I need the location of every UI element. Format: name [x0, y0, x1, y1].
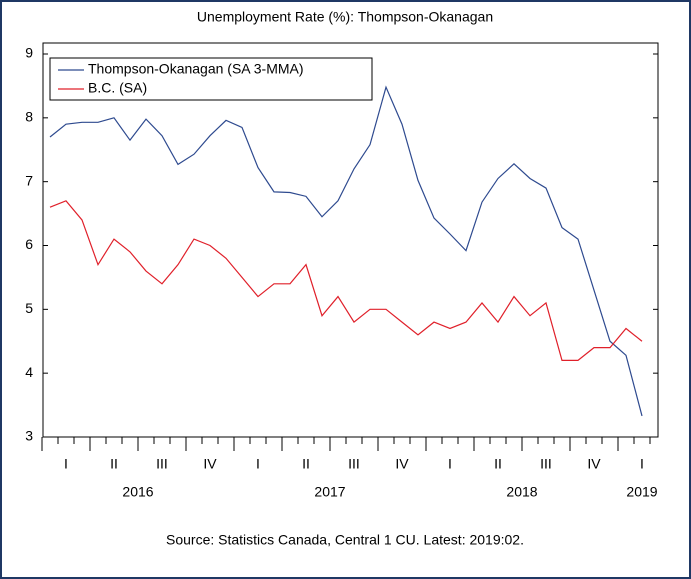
y-tick-label: 8 — [25, 109, 33, 125]
y-tick-label: 6 — [25, 236, 33, 252]
y-tick-label: 5 — [25, 300, 33, 316]
quarter-label: IV — [395, 456, 409, 472]
quarter-label: II — [494, 456, 502, 472]
chart-title: Unemployment Rate (%): Thompson-Okanagan — [197, 9, 493, 25]
legend-label: B.C. (SA) — [88, 80, 147, 96]
quarter-label: I — [256, 456, 260, 472]
y-tick-label: 3 — [25, 428, 33, 444]
series-line — [49, 85, 643, 417]
source-note: Source: Statistics Canada, Central 1 CU.… — [166, 532, 524, 548]
quarter-label: I — [448, 456, 452, 472]
year-label: 2018 — [506, 484, 537, 500]
quarter-label: III — [156, 456, 168, 472]
quarter-label: I — [64, 456, 68, 472]
legend-label: Thompson-Okanagan (SA 3-MMA) — [88, 61, 304, 77]
year-label: 2016 — [122, 484, 153, 500]
plot-frame — [42, 42, 659, 438]
year-label: 2017 — [314, 484, 345, 500]
y-tick-label: 9 — [25, 45, 33, 61]
quarter-label: III — [540, 456, 552, 472]
quarter-label: II — [110, 456, 118, 472]
y-tick-label: 7 — [25, 172, 33, 188]
y-tick-label: 4 — [25, 364, 33, 380]
quarter-label: I — [640, 456, 644, 472]
quarter-label: IV — [203, 456, 217, 472]
quarter-label: III — [348, 456, 360, 472]
quarter-label: II — [302, 456, 310, 472]
year-label: 2019 — [626, 484, 657, 500]
legend-box — [49, 57, 373, 101]
series-line — [49, 200, 643, 361]
quarter-label: IV — [587, 456, 601, 472]
